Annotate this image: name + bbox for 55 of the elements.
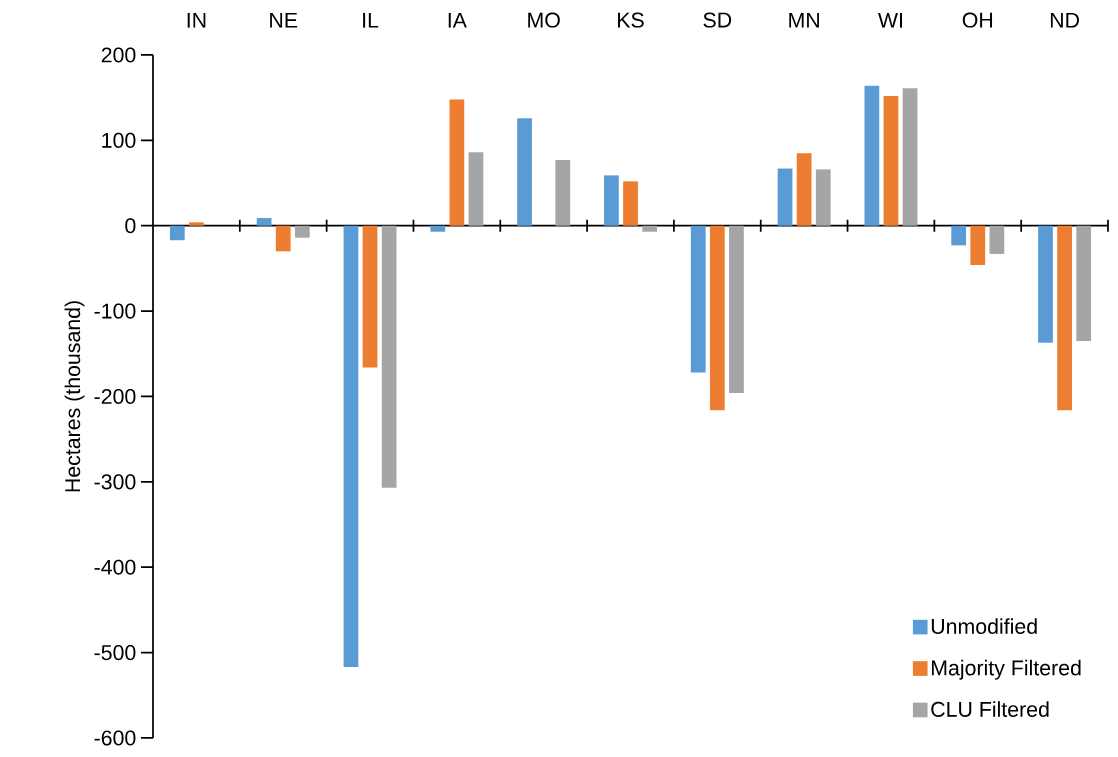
x-tick-label: ND: [1050, 12, 1079, 28]
legend-label: Majority Filtered: [931, 659, 1081, 680]
x-tick-label: SD: [703, 12, 732, 28]
bar: [169, 225, 185, 241]
y-tick-label: -500: [94, 645, 136, 661]
bar: [294, 225, 310, 238]
bar: [555, 160, 571, 226]
bar: [864, 85, 880, 226]
x-tick-label: MO: [528, 12, 560, 28]
bar: [343, 225, 359, 668]
bar: [1057, 225, 1072, 411]
x-tick-label: IL: [363, 12, 379, 28]
y-axis-title: Hectares (thousand): [64, 301, 85, 492]
x-tick-label: KS: [618, 12, 644, 28]
y-tick-label: 200: [101, 47, 136, 63]
bar: [642, 225, 657, 232]
bar: [883, 95, 899, 226]
bar: [989, 225, 1005, 254]
y-tick-label: -600: [94, 730, 136, 746]
x-tick-label: IN: [187, 12, 206, 28]
bar: [189, 222, 204, 226]
bar: [623, 181, 638, 226]
bar: [902, 88, 918, 226]
x-tick-label: NE: [270, 12, 298, 28]
bar: [970, 225, 986, 266]
y-tick-label: 0: [125, 218, 136, 234]
x-tick-label: WI: [878, 12, 903, 28]
bar: [381, 225, 397, 488]
bar: [362, 225, 378, 368]
y-tick-label: 100: [102, 132, 136, 148]
bar: [690, 225, 706, 373]
bar: [777, 168, 793, 226]
y-tick-label: -300: [94, 474, 136, 490]
bar: [796, 153, 812, 226]
bar: [468, 152, 484, 226]
bar: [951, 225, 967, 246]
bar: [604, 175, 619, 226]
bar: [729, 225, 744, 394]
x-tick-label: MN: [789, 12, 819, 28]
bar: [256, 218, 272, 226]
x-tick-label: OH: [962, 12, 993, 28]
y-tick-label: -200: [94, 388, 136, 405]
bar: [449, 99, 465, 226]
bar: [430, 225, 446, 232]
bar: [1038, 225, 1053, 343]
legend-label: Unmodified: [931, 618, 1037, 635]
bar: [709, 225, 725, 411]
y-tick-label: -100: [94, 303, 136, 319]
y-tick-label: -400: [94, 559, 136, 575]
bar: [815, 169, 831, 226]
legend-label: CLU Filtered: [931, 701, 1049, 717]
bar: [1076, 225, 1092, 341]
bar: [275, 225, 291, 252]
x-tick-label: IA: [448, 12, 467, 28]
bar: [517, 118, 532, 226]
